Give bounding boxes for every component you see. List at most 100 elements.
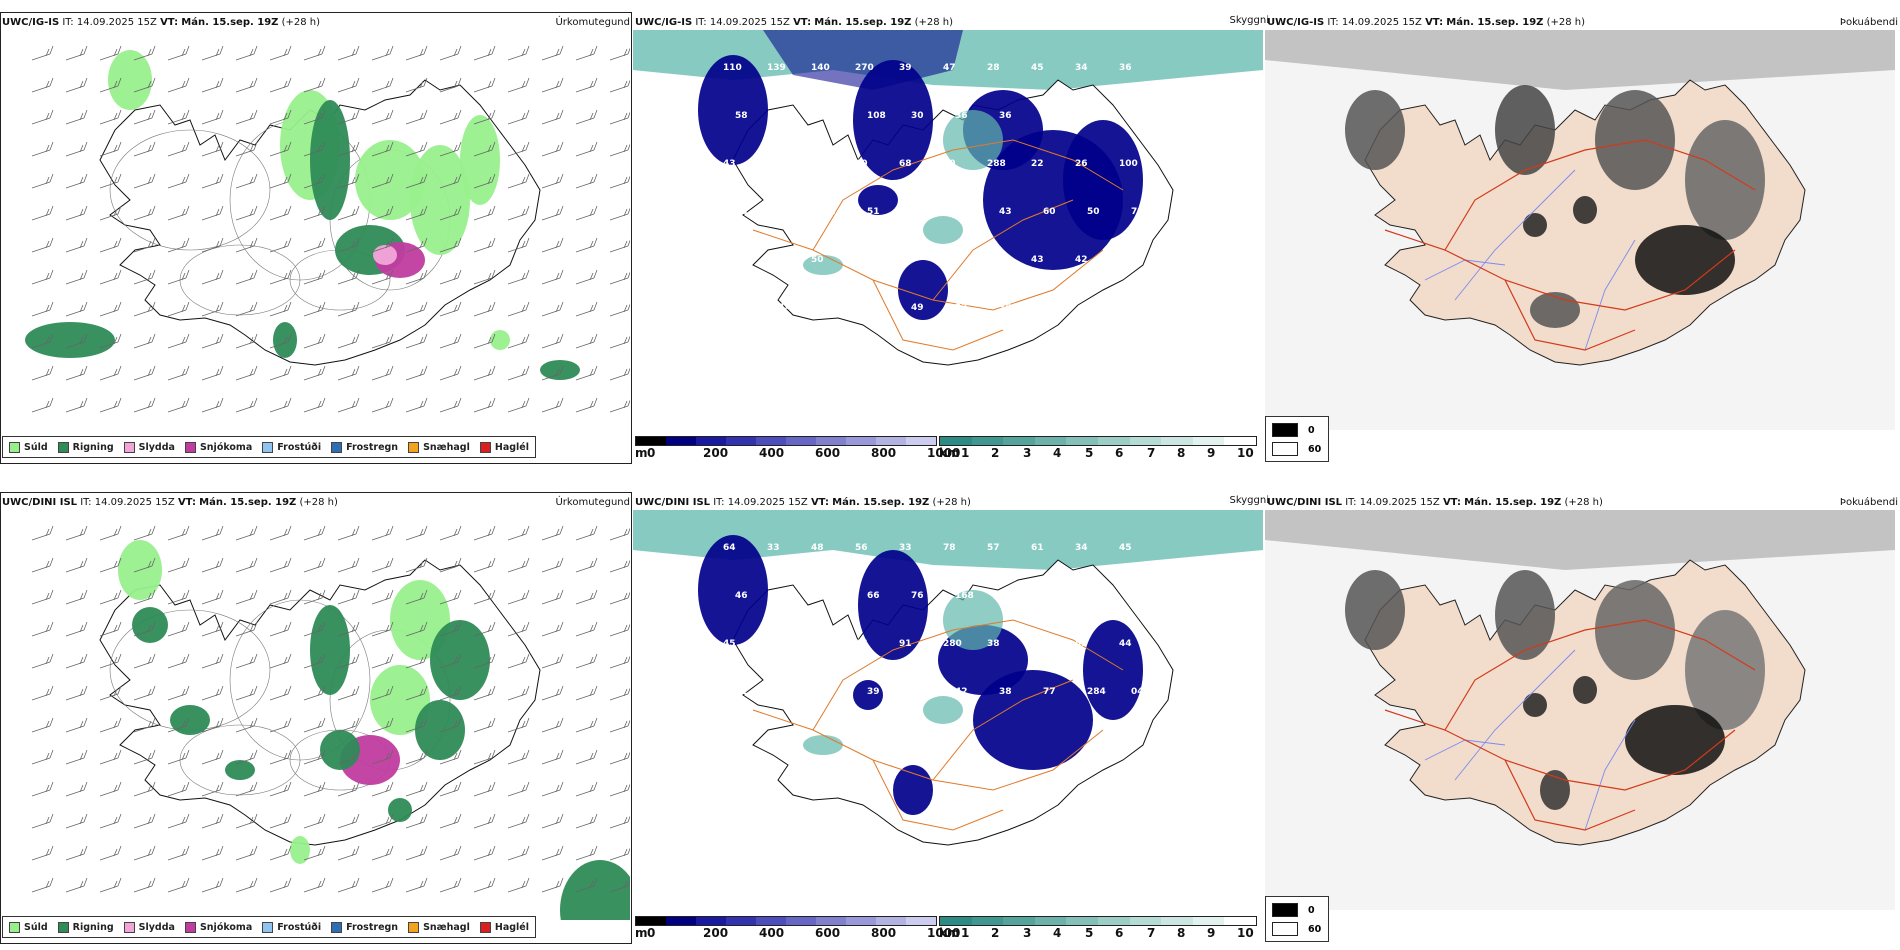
fog-area — [1345, 90, 1405, 170]
wind-barb — [31, 109, 54, 125]
wind-barb — [133, 813, 156, 829]
fog-legend-2: 0 60 — [1265, 896, 1329, 942]
legend-swatch — [408, 441, 420, 453]
wind-barb — [167, 877, 190, 893]
precip-map-svg-1 — [25, 45, 630, 413]
precip-area — [388, 798, 412, 822]
wind-barb — [575, 813, 598, 829]
wind-barb — [507, 589, 530, 605]
visibility-value: 45 — [723, 639, 736, 649]
vt-label: VT: — [1442, 497, 1461, 508]
wind-barb — [371, 621, 394, 637]
precip-area — [225, 760, 255, 780]
wind-barb — [439, 525, 462, 541]
wind-barb — [575, 781, 598, 797]
wind-barb — [133, 205, 156, 221]
colorbar-segment — [1003, 437, 1035, 445]
fog-panel-label: Þokuábendi — [1839, 497, 1898, 508]
precip-map-2 — [0, 510, 632, 920]
wind-barb — [65, 397, 88, 413]
wind-barb — [65, 653, 88, 669]
visibility-value: 44 — [1119, 255, 1132, 265]
colorbar-tick: 400 — [759, 446, 785, 460]
wind-barb — [439, 621, 462, 637]
legend-item: Frostregn — [331, 921, 398, 933]
colorbar-segment — [756, 917, 786, 925]
fog-area — [1595, 90, 1675, 190]
wind-barb — [167, 589, 190, 605]
wind-barb — [609, 687, 630, 701]
wind-barb — [371, 237, 394, 253]
colorbar-segment — [1097, 917, 1130, 925]
wind-barb — [337, 173, 360, 189]
colorbar-tick: 1000 — [927, 446, 961, 460]
wind-barb — [473, 749, 496, 765]
wind-barb — [31, 685, 54, 701]
wind-barb — [541, 109, 564, 125]
wind-barb — [371, 813, 394, 829]
colorbar-segment — [876, 917, 906, 925]
colorbar-segment — [971, 437, 1004, 445]
wind-barb — [439, 237, 462, 253]
model-name: UWC/IG-IS — [2, 17, 60, 28]
legend-swatch — [331, 921, 343, 933]
wind-barb — [609, 751, 630, 765]
visibility-value: 51 — [779, 111, 792, 121]
wind-barb — [609, 399, 630, 413]
wind-barb — [65, 269, 88, 285]
colorbar-segment — [1224, 437, 1256, 445]
wind-barb — [507, 877, 530, 893]
wind-barb — [405, 621, 428, 637]
wind-barb — [473, 173, 496, 189]
wind-barb — [65, 77, 88, 93]
colorbar-segment — [1192, 437, 1225, 445]
visibility-value: 64 — [723, 543, 736, 553]
colorbar-segment — [1192, 917, 1225, 925]
colorbar-tick: 5 — [1085, 926, 1094, 940]
fog-swatch-light — [1272, 442, 1298, 456]
wind-barb — [337, 141, 360, 157]
visibility-value: 50 — [1087, 207, 1100, 217]
wind-barb — [303, 781, 326, 797]
iceland-group — [1345, 559, 1806, 846]
wind-barb — [201, 269, 224, 285]
wind-barb — [303, 333, 326, 349]
fog-swatch-dark — [1272, 423, 1298, 437]
wind-barb — [473, 685, 496, 701]
visibility-value: 60 — [855, 159, 868, 169]
wind-barb — [235, 717, 258, 733]
wind-barb — [371, 717, 394, 733]
wind-barb — [303, 269, 326, 285]
wind-barb — [439, 781, 462, 797]
wind-barb — [31, 557, 54, 573]
visibility-value: 47 — [943, 63, 956, 73]
wind-barb — [99, 749, 122, 765]
wind-barb — [269, 269, 292, 285]
wind-barb — [507, 557, 530, 573]
colorbar-segment — [696, 917, 726, 925]
legend-label: Haglél — [494, 441, 529, 453]
wind-barb — [303, 45, 326, 61]
wind-barb — [133, 845, 156, 861]
visibility-value: 45 — [823, 591, 836, 601]
legend-label: Snæhagl — [423, 921, 470, 933]
precip-area — [310, 605, 350, 695]
wind-barb — [303, 813, 326, 829]
wind-barb — [405, 365, 428, 381]
wind-barb — [235, 589, 258, 605]
wind-barb — [65, 301, 88, 317]
wind-barb — [99, 397, 122, 413]
wind-barb — [405, 525, 428, 541]
wind-barb — [235, 653, 258, 669]
visibility-value: 57 — [823, 111, 836, 121]
wind-barb — [439, 173, 462, 189]
wind-barb — [541, 269, 564, 285]
wind-barb — [473, 525, 496, 541]
river — [1584, 239, 1636, 351]
wind-barb — [167, 365, 190, 381]
wind-barb — [541, 845, 564, 861]
model-name: UWC/IG-IS — [635, 17, 693, 28]
colorbar-segment — [726, 437, 756, 445]
wind-barb — [167, 301, 190, 317]
wind-barb — [507, 749, 530, 765]
